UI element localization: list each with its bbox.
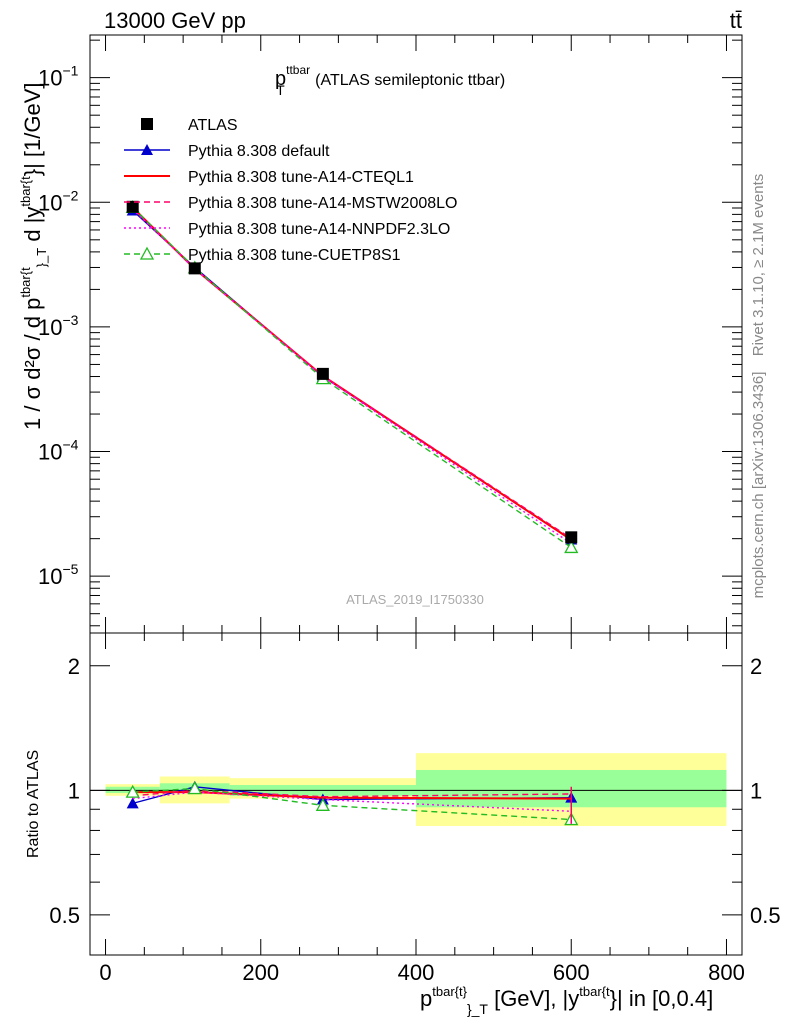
legend-marker-cuetp8s1: [139, 246, 155, 260]
axis-tick-labels: 0 200 400 600 800 10−1 10−2 10−3 10−4 10−5 2 2 1 1 0.5…: [38, 63, 781, 985]
mcplots-label: mcplots.cern.ch [arXiv:1306.3436]: [750, 372, 767, 599]
series-line-mstw: [132, 789, 572, 798]
y-tick-label: 10−5: [38, 561, 79, 589]
y-tick-label: 10−4: [38, 437, 79, 465]
ratio-series: [125, 780, 579, 826]
point-cuetp8s1: [315, 797, 330, 811]
legend-label-mstw: Pythia 8.308 tune-A14-MSTW2008LO: [188, 195, 457, 212]
x-tick-label: 200: [242, 960, 279, 985]
main-series: [125, 200, 579, 554]
legend-marker-atlas: [141, 118, 153, 130]
x-axis-label: ptbar{t}}_T [GeV], |ytbar{t}| in [0,0.4]: [420, 984, 713, 1017]
point-atlas: [316, 367, 329, 380]
axis-ticks: [90, 35, 742, 955]
point-atlas: [126, 200, 139, 213]
process-label: tt̄: [730, 8, 742, 33]
point-default: [126, 797, 139, 809]
legend-label-default: Pythia 8.308 default: [188, 143, 330, 160]
series-line-cuetp8s1: [132, 787, 572, 821]
point-atlas: [188, 262, 201, 275]
y-tick-label: 10−2: [38, 187, 79, 215]
ratio-y-tick-label-right: 0.5: [750, 903, 781, 928]
rivet-label: Rivet 3.1.10, ≥ 2.1M events: [750, 174, 767, 357]
series-line-nnpdf: [132, 791, 572, 812]
x-tick-label: 800: [708, 960, 745, 985]
legend-label-cuetp8s1: Pythia 8.308 tune-CUETP8S1: [188, 247, 401, 264]
ratio-y-tick-label: 1: [68, 778, 80, 803]
analysis-watermark: ATLAS_2019_I1750330: [346, 592, 484, 607]
plot-title: pttbar T (ATLAS semileptonic ttbar): [275, 63, 505, 98]
point-cuetp8s1: [564, 540, 579, 554]
series-line-cuetp8s1: [132, 206, 572, 549]
point-atlas: [565, 531, 578, 544]
ratio-y-axis-label: Ratio to ATLAS: [25, 750, 42, 858]
legend-label-atlas: ATLAS: [188, 117, 238, 134]
main-y-axis-label: 1 / σ d²σ / d ptbar{t}_T d |ytbar{t}| [1…: [18, 82, 49, 430]
legend-marker-default: [141, 144, 153, 155]
ratio-y-tick-label: 0.5: [49, 903, 80, 928]
point-cuetp8s1: [125, 784, 140, 798]
x-tick-label: 600: [553, 960, 590, 985]
legend-label-nnpdf: Pythia 8.308 tune-A14-NNPDF2.3LO: [188, 221, 450, 238]
legend-label-cteql1: Pythia 8.308 tune-A14-CTEQL1: [188, 169, 414, 186]
ratio-y-tick-label: 2: [68, 654, 80, 679]
ratio-y-tick-label-right: 2: [750, 654, 762, 679]
point-cuetp8s1: [187, 781, 202, 795]
energy-label: 13000 GeV pp: [104, 8, 246, 33]
legend: ATLAS Pythia 8.308 default Pythia 8.308 tu…: [124, 117, 457, 264]
series-line-cteql1: [132, 791, 572, 800]
y-tick-label: 10−1: [38, 63, 79, 91]
ratio-y-tick-label-right: 1: [750, 778, 762, 803]
x-tick-label: 0: [99, 960, 111, 985]
x-tick-label: 400: [398, 960, 435, 985]
y-tick-label: 10−3: [38, 312, 79, 340]
